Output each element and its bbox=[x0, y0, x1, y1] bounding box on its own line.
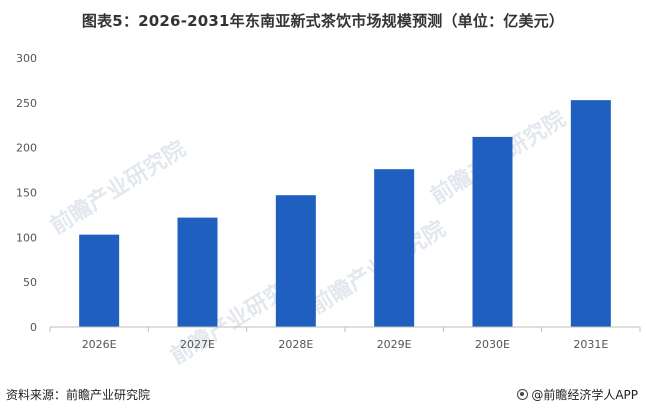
y-tick-label: 200 bbox=[16, 142, 37, 155]
publisher-logo: @前瞻经济学人APP bbox=[517, 386, 638, 403]
x-axis: 2026E 2027E 2028E 2029E 2030E 2031E bbox=[49, 326, 641, 351]
bar-2029E bbox=[374, 169, 415, 327]
bar-2028E bbox=[275, 195, 316, 327]
y-tick-label: 250 bbox=[16, 97, 37, 110]
chart-title: 图表5：2026-2031年东南亚新式茶饮市场规模预测（单位：亿美元） bbox=[81, 12, 565, 30]
y-tick-label: 300 bbox=[16, 52, 37, 65]
y-tick-label: 150 bbox=[16, 187, 37, 200]
bars bbox=[79, 100, 611, 327]
brand-logo-icon bbox=[517, 389, 529, 400]
x-tick-label: 2027E bbox=[180, 338, 215, 351]
y-axis: 0 50 100 150 200 250 300 bbox=[16, 52, 37, 334]
bar-2027E bbox=[177, 217, 218, 327]
bar-2026E bbox=[79, 234, 120, 327]
y-tick-label: 50 bbox=[23, 276, 37, 289]
bar-2030E bbox=[472, 136, 513, 327]
bar-2031E bbox=[570, 100, 611, 327]
x-tick-label: 2031E bbox=[573, 338, 608, 351]
y-tick-label: 0 bbox=[30, 321, 37, 334]
x-tick-label: 2029E bbox=[377, 338, 412, 351]
x-tick-label: 2030E bbox=[475, 338, 510, 351]
logo-text: @前瞻经济学人APP bbox=[531, 388, 638, 402]
y-tick-label: 100 bbox=[16, 231, 37, 244]
x-tick-label: 2026E bbox=[82, 338, 117, 351]
x-tick-label: 2028E bbox=[278, 338, 313, 351]
source-note: 资料来源：前瞻产业研究院 bbox=[6, 388, 151, 402]
